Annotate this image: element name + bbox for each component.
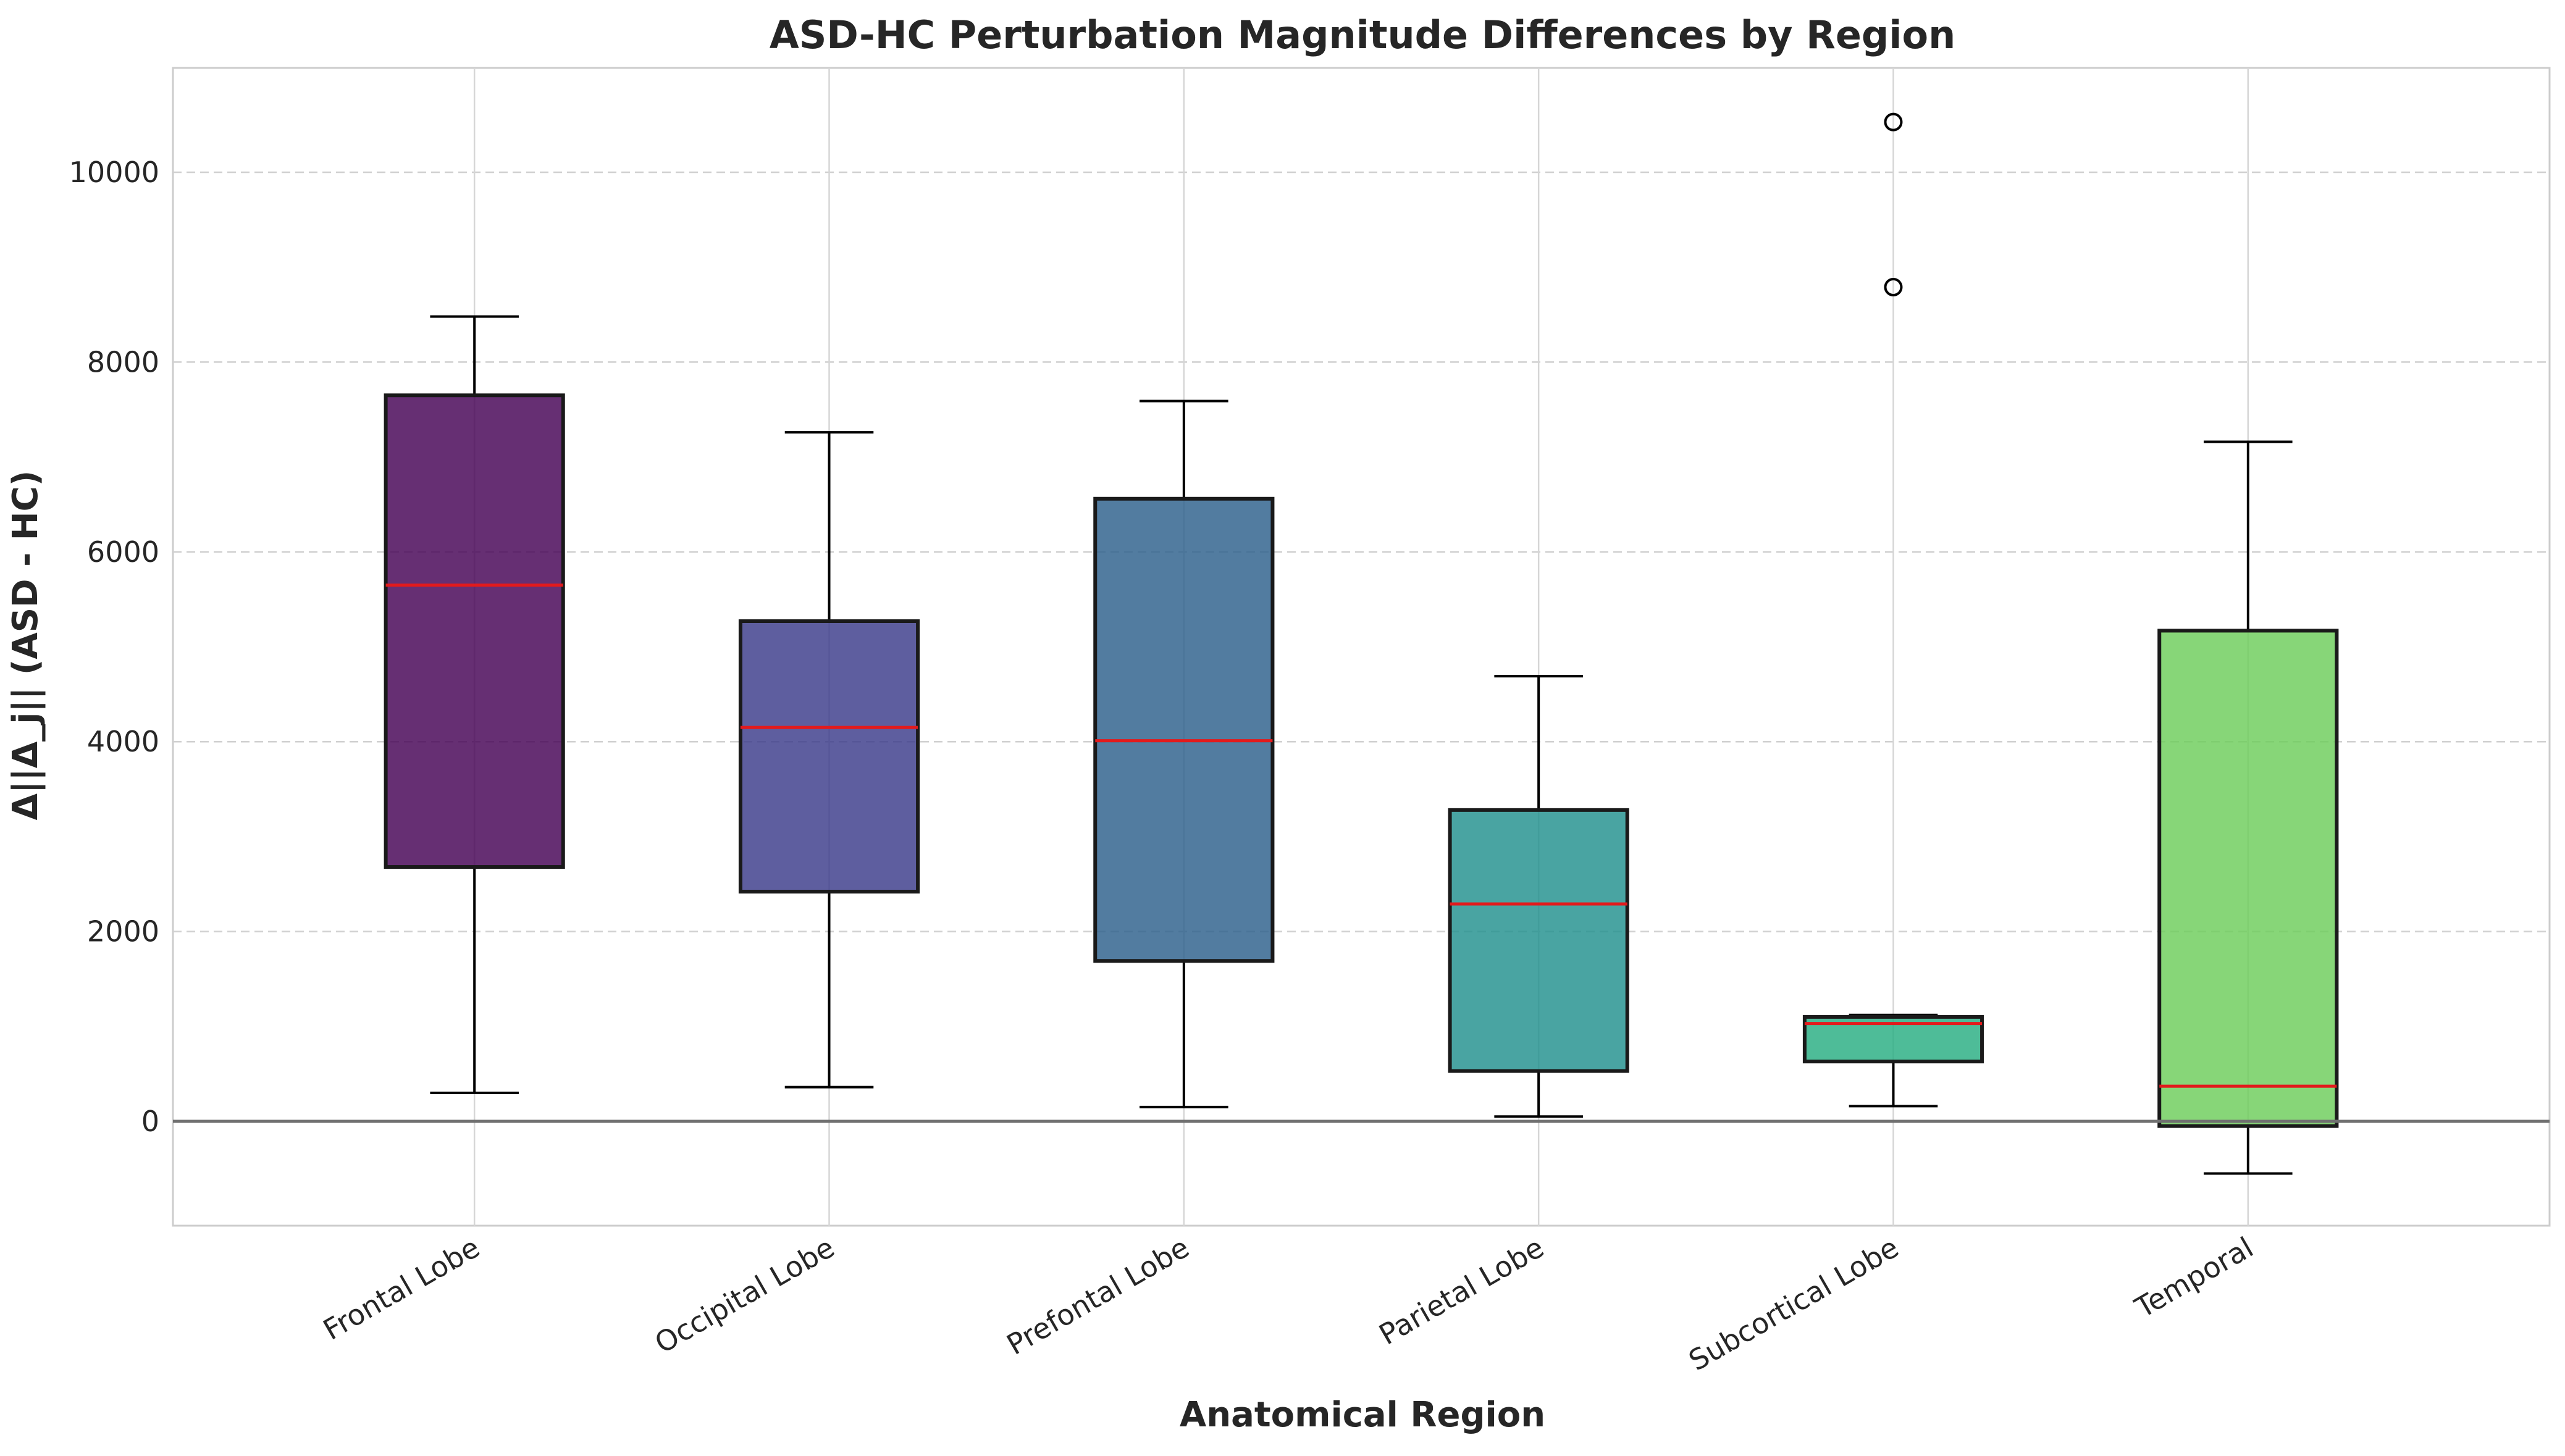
box-body — [1093, 496, 1275, 963]
y-tick-label: 0 — [141, 1105, 159, 1138]
box-plot-3 — [1093, 400, 1275, 1108]
box-plot-6 — [2157, 440, 2339, 1175]
x-tick-label: Temporal — [2129, 1231, 2259, 1325]
y-axis-label: Δ||Δ_j|| (ASD - HC) — [6, 471, 46, 821]
box-plot-1 — [384, 315, 565, 1094]
x-tick-label: Prefontal Lobe — [1001, 1231, 1194, 1362]
y-tick-label: 4000 — [87, 725, 159, 758]
box-body — [1448, 808, 1629, 1073]
chart-title: ASD-HC Perturbation Magnitude Difference… — [770, 12, 1956, 57]
x-tick-label: Subcortical Lobe — [1683, 1231, 1904, 1378]
box-plot-4 — [1448, 675, 1629, 1118]
outlier-point — [1884, 278, 1903, 297]
box-body — [738, 619, 920, 894]
y-tick-label: 10000 — [69, 156, 159, 189]
outlier-point — [1884, 112, 1903, 132]
x-tick-label: Parietal Lobe — [1374, 1231, 1550, 1352]
box-body — [384, 393, 565, 869]
box-plot-5 — [1802, 112, 1984, 1108]
x-tick-label: Occipital Lobe — [649, 1231, 840, 1360]
x-tick-label: Frontal Lobe — [317, 1231, 485, 1347]
y-tick-label: 6000 — [87, 535, 159, 569]
x-axis-label: Anatomical Region — [1180, 1395, 1545, 1435]
box-body — [2157, 629, 2339, 1128]
y-tick-label: 2000 — [87, 915, 159, 948]
plot-area — [172, 67, 2551, 1227]
y-tick-label: 8000 — [87, 345, 159, 379]
box-plot-2 — [738, 431, 920, 1089]
